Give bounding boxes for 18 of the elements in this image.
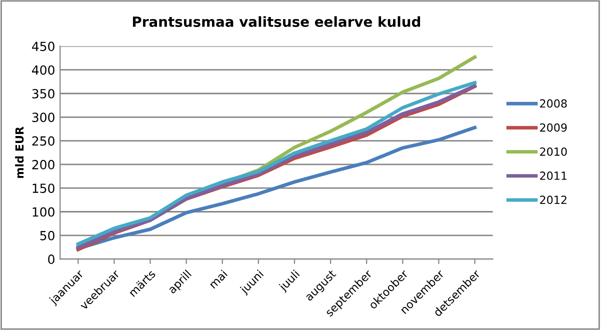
legend-label: 2012 [540, 196, 566, 204]
y-tick-label: 0 [48, 254, 54, 264]
y-tick-label: 100 [32, 207, 54, 217]
legend-label: 2008 [540, 99, 567, 108]
legend-label: 2011 [540, 172, 567, 180]
y-tick-label: 200 [32, 160, 54, 170]
y-tick-label: 450 [32, 42, 54, 52]
legend-label: 2009 [540, 123, 567, 132]
y-tick-label: 50 [40, 230, 54, 240]
y-tick-label: 150 [32, 184, 54, 194]
chart-title: Prantsusmaa valitsuse eelarve kulud [132, 16, 420, 27]
y-tick-label: 250 [32, 136, 54, 146]
y-tick-label: 400 [32, 65, 54, 75]
y-tick-label: 350 [32, 88, 54, 98]
y-axis-title: mld EUR [15, 126, 24, 178]
line-series [76, 126, 477, 250]
legend-label: 2010 [540, 147, 567, 156]
y-tick-label: 300 [32, 112, 54, 122]
